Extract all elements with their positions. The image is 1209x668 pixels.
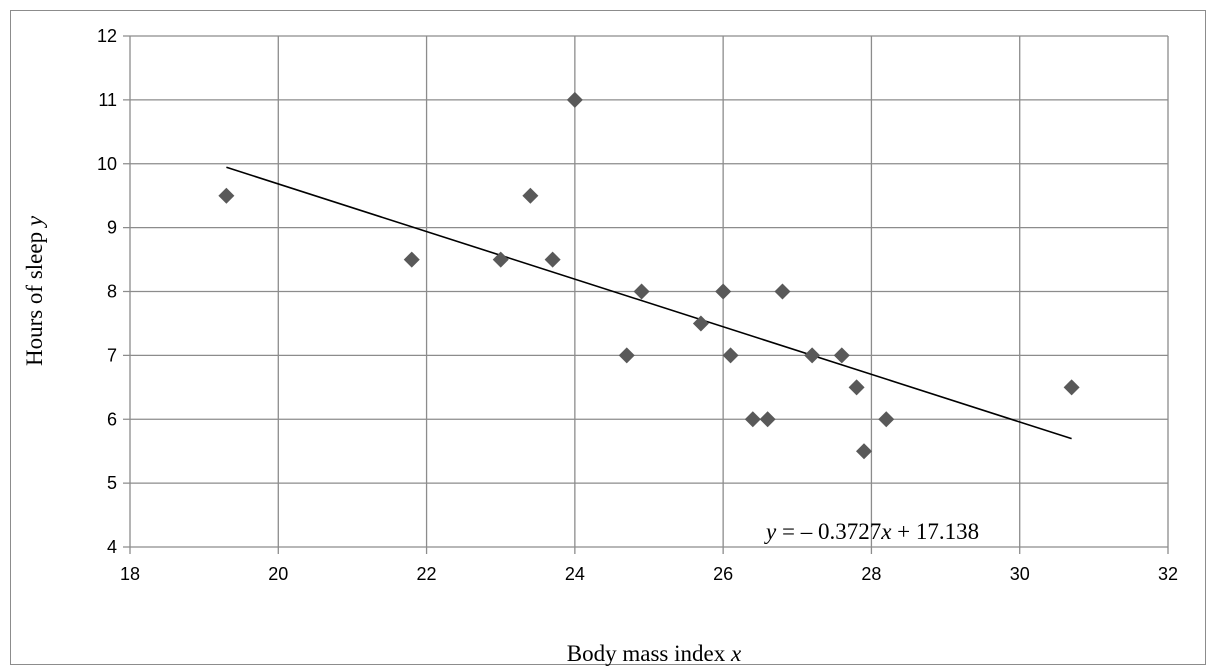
data-point: [744, 411, 761, 428]
x-axis-title: Body mass index x: [567, 641, 742, 666]
data-point: [692, 315, 709, 332]
data-point: [618, 347, 635, 364]
data-point: [403, 251, 420, 268]
y-tick-label: 11: [98, 90, 117, 110]
tick-labels: 18 20 22 24 26 28 30 32 4 5 6 7 8 9 10 11 12: [97, 26, 1178, 584]
data-point: [218, 187, 235, 204]
y-tick-label: 10: [97, 154, 117, 174]
data-point: [492, 251, 509, 268]
trendline-equation: y = – 0.3727x + 17.138: [764, 519, 979, 544]
data-point: [878, 411, 895, 428]
y-tick-label: 7: [107, 345, 117, 365]
data-point: [759, 411, 776, 428]
data-point: [522, 187, 539, 204]
data-point: [633, 283, 650, 300]
y-tick-label: 8: [107, 282, 117, 302]
x-tick-label: 20: [268, 564, 288, 584]
data-point: [566, 91, 583, 108]
trendline: [226, 166, 1072, 440]
y-tick-label: 5: [107, 473, 117, 493]
data-point: [1063, 379, 1080, 396]
x-tick-label: 24: [565, 564, 585, 584]
x-tick-label: 32: [1158, 564, 1178, 584]
y-tick-label: 9: [107, 218, 117, 238]
data-point: [804, 347, 821, 364]
x-tick-label: 22: [417, 564, 437, 584]
data-point: [856, 443, 873, 460]
x-tick-label: 26: [713, 564, 733, 584]
y-tick-label: 12: [97, 26, 117, 46]
chart-area: [10, 10, 1206, 665]
x-tick-label: 28: [861, 564, 881, 584]
x-tick-label: 18: [120, 564, 140, 584]
y-axis-title: Hours of sleep y: [22, 215, 47, 366]
data-point: [848, 379, 865, 396]
data-point: [544, 251, 561, 268]
x-tick-label: 30: [1010, 564, 1030, 584]
gridlines: [123, 35, 1169, 554]
data-point: [722, 347, 739, 364]
data-points: [218, 91, 1080, 460]
data-point: [774, 283, 791, 300]
data-point: [833, 347, 850, 364]
y-tick-label: 4: [107, 537, 117, 557]
trendline-layer: [226, 166, 1072, 440]
data-point: [715, 283, 732, 300]
y-tick-label: 6: [107, 409, 117, 429]
